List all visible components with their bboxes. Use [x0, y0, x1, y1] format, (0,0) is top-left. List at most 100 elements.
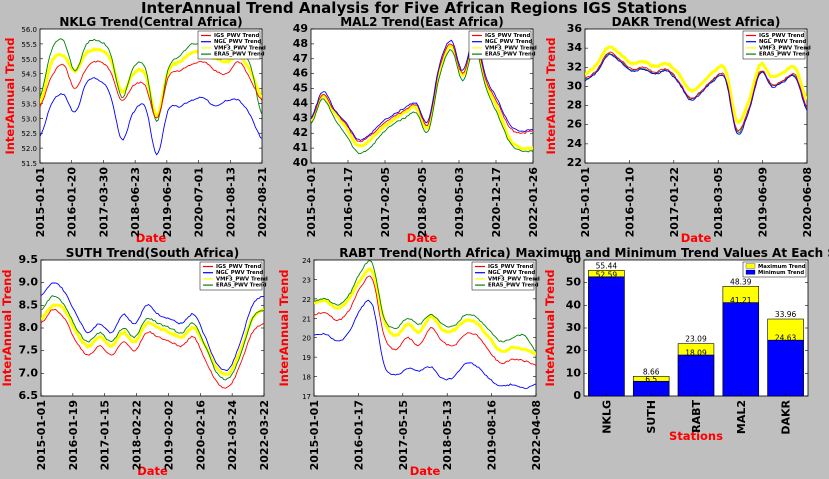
legend-label: ERA5_PWV Trend: [214, 52, 265, 58]
chart-panel-2: DAKR Trend(West Africa) 22 24 26 28 30 32 34 36 I…: [544, 15, 814, 245]
x-tick-label: 2019-05-03: [453, 167, 466, 237]
bar-label-min: 24.63: [775, 334, 797, 343]
legend-label: VMF3_PWV Trend: [488, 276, 540, 282]
legend-label: VMF3_PWV Trend: [216, 276, 268, 282]
y-tick-label: 50: [566, 276, 582, 289]
chart-panel-5: Maximum and Minimum Trend Values At Each…: [516, 246, 829, 443]
y-tick-label: 32: [567, 60, 582, 73]
series-line-vmf3: [41, 303, 264, 376]
x-axis-label: Date: [681, 231, 712, 245]
y-tick-label: 7.5: [19, 344, 39, 357]
y-tick-label: 6.5: [19, 389, 39, 402]
legend-label: VMF3_PWV Trend: [214, 45, 266, 51]
series-line-ngl: [311, 35, 533, 142]
y-tick-label: 52.0: [21, 145, 37, 153]
category-label: SUTH: [645, 400, 658, 434]
y-tick-label: 24: [567, 137, 583, 150]
y-tick-label: 55.5: [21, 41, 37, 49]
series-line-vmf3: [314, 267, 536, 356]
y-axis-label: InterAnnual Trend: [544, 37, 558, 154]
x-tick-label: 2016-01-17: [342, 167, 355, 237]
series-line-vmf3: [311, 38, 533, 151]
x-tick-label: 2021-03-24: [226, 400, 239, 471]
y-tick-label: 54.5: [21, 71, 37, 79]
bar-label-min: 6.5: [645, 375, 657, 384]
x-tick-label: 2015-01-01: [35, 400, 48, 470]
x-tick-label: 2020-06-08: [801, 167, 814, 237]
chart-title: MAL2 Trend(East Africa): [340, 15, 504, 29]
category-label: MAL2: [735, 400, 748, 434]
x-tick-label: 2015-01-01: [34, 167, 47, 237]
y-axis-label: InterAnnual Trend: [3, 37, 17, 154]
series-line-ngl: [585, 53, 807, 135]
y-tick-label: 54.0: [21, 86, 37, 94]
bar-label-max: 55.44: [596, 261, 618, 270]
x-tick-label: 2018-03-05: [712, 167, 725, 237]
x-tick-label: 2020-07-01: [193, 167, 206, 237]
x-tick-label: 2016-01-17: [352, 400, 365, 470]
y-axis-label: InterAnnual Trend: [543, 269, 557, 386]
y-tick-label: 55.0: [21, 56, 37, 64]
series-line-igs: [314, 275, 536, 366]
x-tick-label: 2017-05-15: [397, 400, 410, 470]
y-tick-label: 28: [567, 99, 582, 112]
bar-label-min: 18.09: [685, 348, 707, 357]
x-tick-label: 2015-01-01: [308, 400, 321, 470]
y-tick-label: 47: [293, 52, 308, 65]
x-tick-label: 2022-04-08: [530, 400, 543, 470]
legend-label: NGL_PWV Trend: [759, 39, 806, 45]
legend-label: NGL_PWV Trend: [216, 270, 263, 276]
legend-label: IGS_PWV Trend: [485, 33, 530, 39]
x-tick-label: 2019-06-29: [161, 167, 174, 237]
figure-title: InterAnnual Trend Analysis for Five Afri…: [141, 0, 687, 17]
y-tick-label: 20: [566, 344, 582, 357]
y-tick-label: 53.0: [21, 115, 37, 123]
y-tick-label: 17: [302, 393, 311, 401]
legend-label: VMF3_PWV Trend: [759, 45, 811, 51]
y-tick-label: 36: [567, 22, 583, 35]
legend-label: IGS_PWV Trend: [214, 33, 259, 39]
series-line-vmf3: [585, 45, 807, 125]
x-tick-label: 2016-01-19: [67, 400, 80, 470]
y-tick-label: 46: [293, 67, 309, 80]
x-tick-label: 2020-12-17: [490, 167, 503, 237]
charts-area: NKLG Trend(Central Africa) 51.5 52.0 52.5 53…: [0, 15, 829, 478]
legend-swatch: [745, 263, 756, 269]
legend-label: VMF3_PWV Trend: [485, 45, 537, 51]
x-tick-label: 2016-01-20: [66, 167, 79, 238]
y-tick-label: 9.0: [19, 276, 39, 289]
legend-box: [742, 261, 807, 278]
chart-title: SUTH Trend(South Africa): [66, 246, 239, 260]
chart-title: RABT Trend(North Africa): [339, 246, 510, 260]
y-tick-label: 7.0: [19, 366, 39, 379]
series-line-era5: [41, 295, 264, 381]
bar-min-nklg: [588, 276, 625, 397]
x-tick-label: 2015-01-01: [305, 167, 318, 237]
bar-label-max: 33.96: [775, 310, 797, 319]
y-axis-label: InterAnnual Trend: [0, 269, 14, 386]
legend-label: NGL_PWV Trend: [488, 270, 535, 276]
category-label: NKLG: [600, 400, 613, 434]
x-tick-label: 2019-06-09: [757, 167, 770, 237]
bar-min-rabt: [677, 354, 715, 397]
series-line-era5: [314, 260, 536, 352]
x-tick-label: 2017-01-15: [99, 400, 112, 470]
y-tick-label: 30: [567, 79, 583, 92]
y-tick-label: 8.0: [19, 321, 39, 334]
bar-min-dakr: [767, 339, 804, 397]
y-tick-label: 23: [302, 276, 311, 284]
y-axis-label: InterAnnual Trend: [277, 269, 291, 386]
category-label: RABT: [690, 400, 703, 433]
legend-label: ERA5_PWV Trend: [488, 283, 539, 289]
bar-min-mal2: [722, 302, 760, 397]
y-tick-label: 60: [566, 253, 582, 266]
y-tick-label: 43: [293, 111, 308, 124]
bar-label-min: 41.21: [730, 296, 752, 305]
y-tick-label: 52.5: [21, 130, 37, 138]
